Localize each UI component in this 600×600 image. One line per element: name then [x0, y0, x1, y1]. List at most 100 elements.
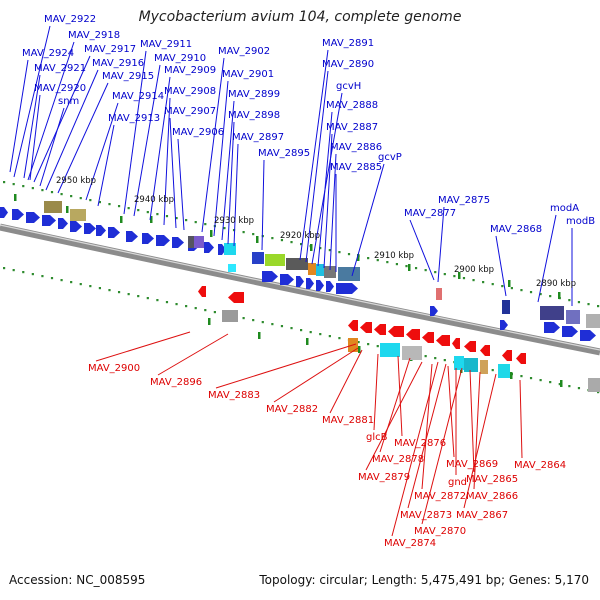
leader-line-top: [323, 133, 333, 269]
gene-arrow-bottom: [388, 326, 404, 337]
tick-dot-upper: [328, 249, 331, 252]
gene-arrow-bottom: [422, 332, 434, 343]
gene-arrow-top: [172, 237, 184, 248]
gene-box-top: [338, 267, 360, 281]
tick-dot-lower: [117, 291, 121, 294]
tick-dot-lower: [549, 381, 552, 384]
tick-dot-lower: [213, 311, 216, 314]
tick-dot-upper: [156, 213, 159, 216]
tick-dot-upper: [386, 261, 389, 264]
tick-dot-upper: [453, 275, 456, 278]
tick-dot-upper: [146, 211, 149, 214]
gene-label-top: MAV_2891: [322, 38, 374, 49]
gene-label-top: MAV_2918: [68, 30, 120, 41]
tick-dot-lower: [12, 269, 15, 272]
tick-dot-upper: [520, 289, 523, 292]
tick-dot-upper: [319, 247, 322, 250]
gene-label-bottom: MAV_2881: [322, 415, 374, 426]
leader-line-top: [9, 59, 29, 173]
label-leader-lines: [9, 25, 573, 537]
tick-dot-upper: [117, 205, 121, 208]
leader-line-bottom: [95, 331, 191, 362]
gene-label-top: MAV_2898: [228, 110, 280, 121]
gene-arrow-top: [204, 242, 214, 253]
leader-line-top: [27, 41, 75, 181]
tick-dot-upper: [194, 221, 197, 224]
tick-dot-lower: [146, 297, 149, 300]
tick-dot-lower: [309, 331, 312, 334]
tick-dot-lower: [3, 267, 6, 270]
gene-arrow-top: [142, 233, 154, 244]
major-tick-lower: [306, 338, 309, 345]
gene-box-bottom: [464, 358, 478, 372]
major-tick-lower: [208, 318, 211, 325]
tick-dot-lower: [22, 271, 25, 274]
leader-line-bottom: [329, 349, 363, 414]
ruler-label: 2930 kbp: [214, 216, 254, 226]
tick-dot-upper: [395, 263, 399, 266]
tick-dot-upper: [367, 257, 370, 260]
tick-dot-lower: [280, 325, 284, 328]
gene-arrow-top: [42, 215, 56, 226]
gene-label-bottom: glcB: [366, 432, 388, 443]
tick-dot-upper: [242, 231, 245, 234]
gene-box-top: [436, 288, 442, 300]
gene-box-bottom: [380, 343, 400, 357]
leader-line-bottom: [215, 343, 357, 389]
leader-line-top: [409, 219, 435, 281]
tick-dot-lower: [529, 377, 533, 380]
major-tick-upper: [150, 216, 153, 223]
tick-dot-lower: [568, 385, 571, 388]
tick-dot-lower: [70, 281, 73, 284]
gene-box-top: [224, 243, 236, 255]
tick-dot-upper: [60, 193, 63, 196]
gene-label-top: MAV_2922: [44, 14, 96, 25]
leader-line-top: [163, 97, 171, 226]
gene-label-bottom: MAV_2865: [466, 474, 518, 485]
genome-summary-text: Topology: circular; Length: 5,475,491 bp…: [259, 573, 589, 587]
ruler-label: 2940 kbp: [134, 195, 174, 205]
gene-label-top: MAV_2909: [164, 65, 216, 76]
gene-label-top: MAV_2875: [438, 195, 490, 206]
gene-box-bottom: [454, 356, 464, 370]
gene-box-top: [540, 306, 564, 320]
gene-label-bottom: MAV_2900: [88, 363, 140, 374]
tick-dot-lower: [376, 345, 379, 348]
tick-dot-upper: [165, 215, 169, 218]
gene-arrow-top: [108, 227, 120, 238]
leader-line-top: [299, 49, 329, 261]
map-title: Mycobacterium avium 104, complete genome: [138, 9, 462, 25]
leader-line-top: [23, 74, 41, 179]
leader-line-top: [351, 163, 385, 277]
gene-label-top: MAV_2887: [326, 122, 378, 133]
tick-dot-lower: [60, 279, 63, 282]
gene-arrow-top: [262, 271, 278, 282]
major-tick-lower: [258, 332, 261, 339]
tick-dot-lower: [31, 273, 34, 276]
leader-line-top: [177, 138, 185, 231]
tick-dot-upper: [462, 277, 466, 280]
leader-line-top: [29, 94, 41, 181]
gene-label-top: MAV_2914: [112, 91, 164, 102]
tick-dot-lower: [41, 275, 44, 278]
ruler-label: 2910 kbp: [374, 251, 414, 261]
tick-dot-upper: [137, 209, 140, 212]
leader-line-top: [201, 57, 225, 233]
tick-dot-lower: [242, 317, 245, 320]
gene-label-top: MAV_2907: [164, 106, 216, 117]
gene-box-bottom: [498, 364, 510, 378]
tick-dot-upper: [597, 305, 600, 308]
tick-dot-lower: [79, 283, 82, 286]
leader-line-bottom: [463, 373, 497, 509]
gene-label-top: modA: [550, 203, 579, 214]
tick-dot-upper: [175, 217, 178, 220]
bottom-strand-labels: MAV_2900 MAV_2896 MAV_2883 MAV_2882 MAV_2881…: [88, 363, 566, 549]
tick-dot-upper: [424, 269, 427, 272]
tick-dot-lower: [89, 285, 92, 288]
leader-line-top: [261, 159, 265, 251]
gene-arrow-top: [562, 326, 578, 337]
major-tick-upper: [256, 236, 259, 243]
gene-arrow-bottom: [406, 329, 420, 340]
leader-line-top: [123, 50, 147, 215]
